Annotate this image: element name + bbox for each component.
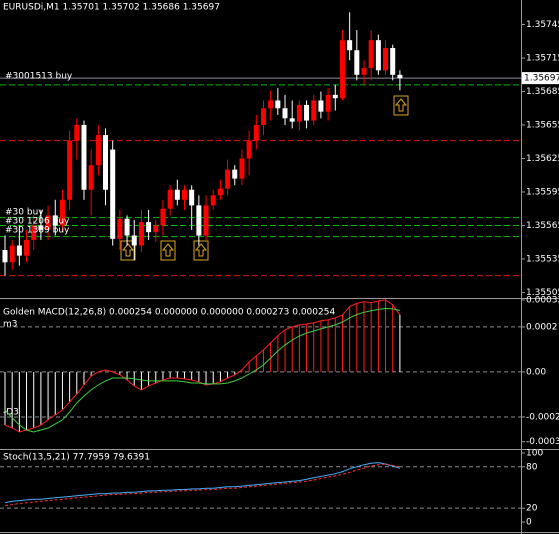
candle-body [203, 205, 209, 236]
candle-body [253, 125, 259, 141]
candle-body [59, 199, 65, 226]
y-tick-label: 1.35595 [526, 187, 559, 197]
candle-body [375, 40, 381, 71]
y-tick-label: 20 [526, 504, 538, 514]
candle-body [383, 47, 389, 71]
y-tick-label: -0.0002 [526, 412, 559, 422]
candle-body [354, 50, 360, 75]
candle-body [311, 100, 317, 121]
signal-arrow [393, 95, 409, 116]
candle-body [210, 195, 216, 206]
candle-body [131, 235, 137, 246]
macd-annotation: -D3 [3, 408, 19, 418]
candle-body [67, 140, 73, 200]
y-tick-label: 1.35745 [526, 20, 559, 30]
candle-body [304, 104, 310, 121]
y-tick-label: 0.0002 [526, 322, 558, 332]
candle-body [103, 135, 109, 190]
indicator-line [4, 463, 401, 506]
y-tick-label: 1.35535 [526, 254, 559, 264]
order-label: #30 1206 buy [5, 216, 70, 226]
y-tick-label: 1.35685 [526, 87, 559, 97]
macd-annotation: m3 [3, 320, 18, 330]
chart-title: EURUSDi,M1 1.35701 1.35702 1.35686 1.356… [3, 3, 220, 13]
indicator-line [4, 307, 401, 433]
candle-body [275, 100, 281, 109]
y-tick-label: 1.35625 [526, 154, 559, 164]
candle-body [268, 100, 274, 109]
candle-body [24, 239, 30, 256]
candle-body [239, 158, 245, 179]
candle-body [167, 189, 173, 209]
stoch-title: Stoch(13,5,21) 77.7959 79.6391 [3, 453, 150, 463]
candle-body [45, 215, 51, 230]
y-tick-label: 80 [526, 462, 538, 472]
candle-body [196, 205, 202, 236]
candle-body [339, 40, 345, 99]
macd-title: Golden MACD(12,26,8) 0.000254 0.000000 0… [3, 308, 335, 318]
candle-body [138, 222, 144, 246]
last-price-box [522, 72, 559, 85]
candle-body [225, 169, 231, 189]
candle-body [146, 222, 152, 233]
candle-body [332, 94, 338, 99]
indicator-line [4, 462, 401, 504]
candle-body [361, 68, 367, 75]
candle-body [246, 140, 252, 159]
candle-body [296, 104, 302, 122]
candle-body [397, 74, 403, 79]
signal-arrow [160, 240, 176, 261]
order-label: #30 1389 buy [5, 225, 70, 235]
candle-body [110, 149, 116, 239]
y-tick-label: 0.00 [526, 367, 546, 377]
candle-body [289, 118, 295, 122]
candle-body [124, 218, 130, 236]
candle-body [318, 100, 324, 112]
y-tick-label: 1.35505 [526, 288, 559, 298]
candle-body [282, 108, 288, 119]
candle-body [9, 245, 15, 263]
y-tick-label: 1.35655 [526, 121, 559, 131]
candle-body [368, 40, 374, 69]
candle-body [174, 189, 180, 200]
y-tick-label: 1.35565 [526, 221, 559, 231]
candle-body [88, 165, 94, 190]
order-label: #3001513 buy [5, 71, 73, 81]
candle-body [153, 225, 159, 233]
candle-body [260, 108, 266, 126]
y-tick-label: 0 [526, 517, 532, 527]
candle-body [390, 47, 396, 75]
candle-body [160, 208, 166, 226]
candle-body [217, 188, 223, 196]
candle-body [52, 215, 58, 226]
candle-body [189, 189, 195, 206]
candle-body [2, 250, 8, 263]
candle-body [31, 225, 37, 240]
candle-body [232, 169, 238, 179]
candle-body [81, 125, 87, 190]
candle-body [182, 189, 187, 200]
last-price-label: 1.35697 [524, 74, 559, 84]
signal-arrow [193, 240, 209, 261]
candle-body [95, 135, 101, 166]
candle-body [16, 245, 22, 256]
candle-body [38, 225, 44, 230]
y-tick-label: 0.00032 [526, 295, 559, 305]
signal-arrow [120, 240, 136, 261]
candle-body [347, 40, 353, 51]
candle-body [325, 94, 331, 112]
candle-body [117, 218, 123, 239]
candle-body [74, 125, 80, 141]
order-label: #30 buy [5, 208, 44, 218]
y-tick-label: 100 [526, 448, 543, 458]
y-tick-label: 1.35715 [526, 54, 559, 64]
